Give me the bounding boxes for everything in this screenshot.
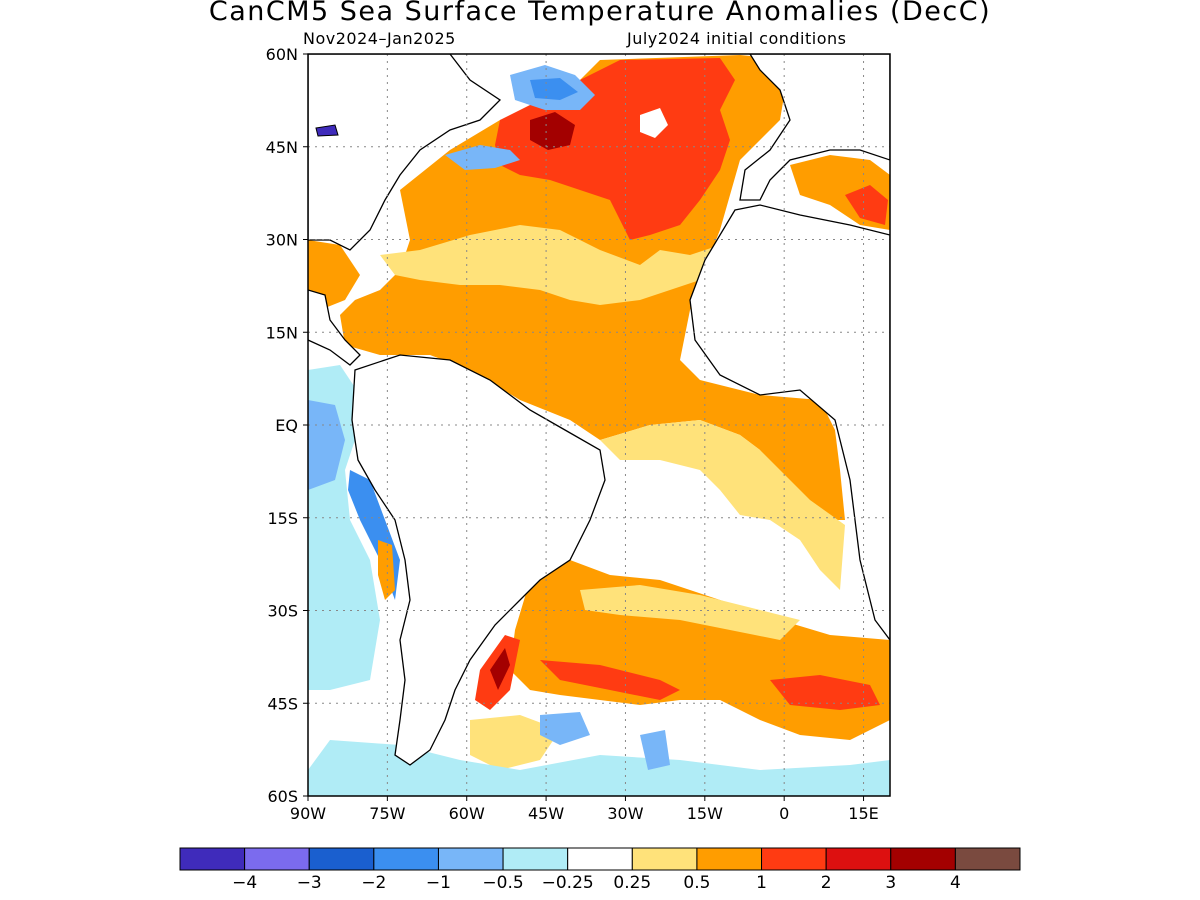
lon-tick-label: 90W [290,804,326,823]
anomaly-patch-malvinas-very-hot [490,648,510,690]
anomaly-patch-subtropics-pale [380,225,720,305]
colorbar-label: −0.5 [482,873,523,893]
colorbar-swatch [244,847,310,871]
anomaly-patch-south-cold-b [640,730,670,770]
colorbar-swatch [567,847,633,871]
colorbar-label: 2 [821,873,832,893]
land-central-america [308,289,361,366]
colorbar-label: −2 [361,873,386,893]
anomaly-patch-south-atlantic-hot-a [540,660,680,700]
colorbar-label: 3 [885,873,896,893]
lat-tick-label: 60S [267,787,298,806]
land-north-america [308,54,502,251]
colorbar-swatch [437,847,504,871]
lon-tick-label: 45W [528,804,564,823]
land-south-america [351,354,606,766]
land [308,54,890,766]
anomaly-patch-mediterranean-hot [845,185,888,225]
anomaly-patch-gulf-of-maine-cold [445,145,520,170]
colorbar-label: −0.25 [542,873,594,893]
colorbar-swatch [373,847,439,871]
chart-title: CanCM5 Sea Surface Temperature Anomalies… [208,0,992,27]
colorbar-swatch [502,847,569,871]
lat-tick-label: 45S [267,694,298,713]
colorbar-label: −1 [426,873,451,893]
colorbar-swatch [696,847,763,871]
lon-tick-label: 0 [779,804,789,823]
anomaly-patch-labrador-colder [530,78,578,100]
colorbar-swatch [890,847,956,871]
anomaly-patch-pacific-colder [308,400,345,490]
lat-tick-label: 30S [267,602,298,621]
anomaly-patch-south-atlantic-hot-b [770,675,880,710]
colorbar-swatch [761,847,827,871]
axis-ticks: 90W 75W 60W 45W 30W 15W 0 15E 60N 45N 30N 15N EQ 15S 3… [266,45,879,823]
lat-tick-label: 45N [266,138,298,157]
colorbar-swatch [825,847,892,871]
lon-tick-label: 15E [848,804,878,823]
map-area [308,54,890,796]
lat-tick-label: 15S [267,509,298,528]
colorbar-label: −4 [232,873,257,893]
lon-tick-label: 75W [369,804,405,823]
anomaly-patch-south-atlantic-pale [580,585,800,640]
anomaly-patch-grand-banks-very-hot [530,112,575,150]
land-europe [739,54,890,201]
colorbar-label: 1 [756,873,767,893]
lon-tick-label: 30W [607,804,643,823]
lon-tick-label: 15W [687,804,723,823]
lat-tick-label: 30N [266,231,298,250]
anomaly-patch-southern-ocean-pale [470,715,560,770]
anomaly-patch-azores-neutral [640,108,668,138]
colorbar-label: 4 [950,873,961,893]
lat-tick-label: EQ [275,416,298,435]
colorbar-label: 0.25 [613,873,651,893]
great-lakes [315,124,339,137]
anomaly-patch-gulf-of-guinea-pale [600,420,845,590]
initial-conditions-label: July2024 initial conditions [627,29,847,48]
colorbar-swatch [308,847,375,871]
colorbar: −4 −3 −2 −1 −0.5 −0.25 0.25 0.5 1 2 3 4 [179,847,1021,893]
colorbar-label: −3 [297,873,322,893]
colorbar-swatch [954,847,1021,871]
period-label: Nov2024–Jan2025 [303,29,456,48]
anomaly-patch-caribbean [308,240,360,310]
anomaly-patch-chile-warm [378,540,395,600]
anomaly-patch-southern-ocean-cold [308,740,890,796]
anomaly-patch-drake-cold [540,712,590,745]
colorbar-swatch [179,847,246,871]
map-gridlines [308,54,890,796]
colorbar-label: 0.5 [683,873,710,893]
land-africa [689,204,890,642]
lat-tick-label: 60N [266,45,298,64]
lat-tick-label: 15N [266,323,298,342]
lon-tick-label: 60W [449,804,485,823]
colorbar-swatch [631,847,698,871]
